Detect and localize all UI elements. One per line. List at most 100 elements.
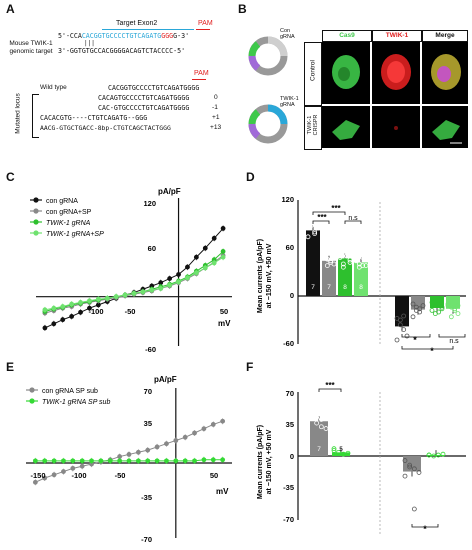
point-0-14 xyxy=(167,276,173,281)
c-ytick-60: 60 xyxy=(148,244,156,253)
c-ytick-120: 120 xyxy=(143,199,156,208)
point-3-20 xyxy=(220,254,226,260)
e-ytick-70: 70 xyxy=(144,387,152,396)
point-3-19 xyxy=(211,260,217,266)
f-ylabel-2: at −150 mV, +50 mV xyxy=(266,429,273,494)
dot-7-0 xyxy=(445,301,451,307)
mutated-row-3: CACACGTG----CTGTCAGATG--GGG xyxy=(40,114,148,122)
mutated-row-2: CAC-GTGCCCCTGTCAGATGGGG xyxy=(98,104,190,112)
dot-4-5 xyxy=(397,322,403,328)
dot-1-4 xyxy=(321,252,327,257)
bar-1 xyxy=(322,260,336,296)
dot-2-2 xyxy=(344,249,350,255)
cell-crispr-cas9 xyxy=(332,120,360,140)
mutated-change-2: -1 xyxy=(212,104,218,111)
pam-label: PAM xyxy=(198,20,213,27)
point-3-16 xyxy=(185,275,190,281)
dot-7-7 xyxy=(455,303,461,309)
panel-f: F Mean currents (pA/pF) at −150 mV, +50 … xyxy=(240,358,472,550)
point-3-10 xyxy=(131,290,137,296)
col-header-merge: Merge xyxy=(422,30,468,42)
row-label-control: Control xyxy=(304,42,322,106)
c-legend-2: TWIK-1 gRNA xyxy=(46,220,91,227)
panel-b: B Con gRNA TWIK-1 gRNA Control TWIK-1 CR… xyxy=(234,0,472,165)
target-bracket xyxy=(102,29,194,30)
d-ytick-60: 60 xyxy=(286,243,294,252)
dot-2-4 xyxy=(402,473,408,479)
point-1-19 xyxy=(210,457,216,463)
dot-3-2 xyxy=(435,452,441,458)
bracket-bot-2 xyxy=(401,346,454,350)
point-0-2 xyxy=(51,472,57,478)
dot-2-4 xyxy=(337,255,343,260)
point-0-2 xyxy=(60,317,66,323)
dot-0-5 xyxy=(308,223,314,228)
pam-label-2: PAM xyxy=(194,70,209,77)
e-ylabel: pA/pF xyxy=(154,375,177,384)
point-3-8 xyxy=(113,294,119,300)
dot-2-6 xyxy=(411,466,417,472)
c-xtick-neg100: -100 xyxy=(88,307,103,316)
point-3-12 xyxy=(149,287,155,293)
f-ylabel-1: Mean currents (pA/pF) xyxy=(257,425,264,499)
d-sig-bot-1: n.s xyxy=(449,338,459,345)
point-1-2 xyxy=(51,458,57,464)
e-legend-1: TWIK-1 gRNA SP sub xyxy=(42,399,110,406)
point-3-0 xyxy=(42,307,48,313)
bracket-top-0 xyxy=(312,220,330,224)
point-0-14 xyxy=(164,441,169,447)
e-ytick-35: 35 xyxy=(144,419,152,428)
d-n-2: 8 xyxy=(343,284,347,291)
panel-a-label: A xyxy=(6,2,15,16)
d-n-0: 7 xyxy=(311,284,315,291)
point-0-17 xyxy=(193,254,199,260)
d-sig-bot-0: * xyxy=(413,335,417,345)
point-0-16 xyxy=(185,264,190,270)
e-xtick-neg150: -150 xyxy=(30,471,45,480)
e-xtick-neg50: -50 xyxy=(115,471,126,480)
dot-7-6 xyxy=(452,306,458,312)
point-3-15 xyxy=(176,279,181,285)
mutated-row-4: AACG-GTGCTGACC-8bp-CTGTCAGCTACTGGG xyxy=(40,124,171,132)
point-0-17 xyxy=(192,430,197,436)
pam-bracket xyxy=(196,29,210,30)
dot-0-2 xyxy=(312,231,318,236)
dot-6-6 xyxy=(436,301,442,307)
point-0-11 xyxy=(135,449,141,455)
point-1-3 xyxy=(61,458,66,464)
dot-5-3 xyxy=(420,303,426,309)
panel-d: D Mean currents (pA/pF) at −150 mV, +50 … xyxy=(240,168,472,356)
bracket-bot-1 xyxy=(438,334,466,338)
row-label-crispr: TWIK-1 CRISPR xyxy=(304,106,322,150)
d-n-1: 7 xyxy=(327,284,331,291)
dot-3-5 xyxy=(356,264,362,270)
dot-2-0 xyxy=(402,458,408,463)
dot-1-2 xyxy=(340,451,346,457)
point-3-9 xyxy=(122,292,128,298)
bar-3 xyxy=(354,262,368,296)
point-1-1 xyxy=(42,458,48,464)
mutated-row-1: CACAGTGCCCCTGTCAGATGGGG xyxy=(98,94,190,102)
target-exon-title: Target Exon2 xyxy=(116,20,158,27)
dot-2-6 xyxy=(344,253,350,259)
dot-0-4 xyxy=(309,415,315,420)
plasmid-twik1-icon xyxy=(248,104,288,144)
dot-5-6 xyxy=(417,306,423,312)
point-3-13 xyxy=(158,286,164,291)
f-sig-bottom: * xyxy=(423,524,427,534)
point-0-13 xyxy=(154,444,160,450)
e-ytick-neg70: -70 xyxy=(141,535,152,544)
iv-chart-e: pA/pF mV 70 35 -35 -70 -150 -100 -50 50 … xyxy=(26,375,232,544)
point-0-3 xyxy=(69,314,75,319)
dot-3-6 xyxy=(360,255,366,260)
dot-3-4 xyxy=(353,258,359,264)
d-ytick-120: 120 xyxy=(281,195,294,204)
point-3-4 xyxy=(78,300,83,305)
f-ytick-neg70: -70 xyxy=(283,515,294,524)
dot-7-4 xyxy=(445,303,451,309)
point-0-1 xyxy=(42,475,48,481)
d-ylabel-1: Mean currents (pA/pF) xyxy=(257,239,264,313)
cell-crispr-merge xyxy=(432,120,460,140)
bar-chart-f: Mean currents (pA/pF) at −150 mV, +50 mV… xyxy=(257,381,466,534)
bar-chart-d: Mean currents (pA/pF) at −150 mV, +50 mV… xyxy=(257,195,466,356)
